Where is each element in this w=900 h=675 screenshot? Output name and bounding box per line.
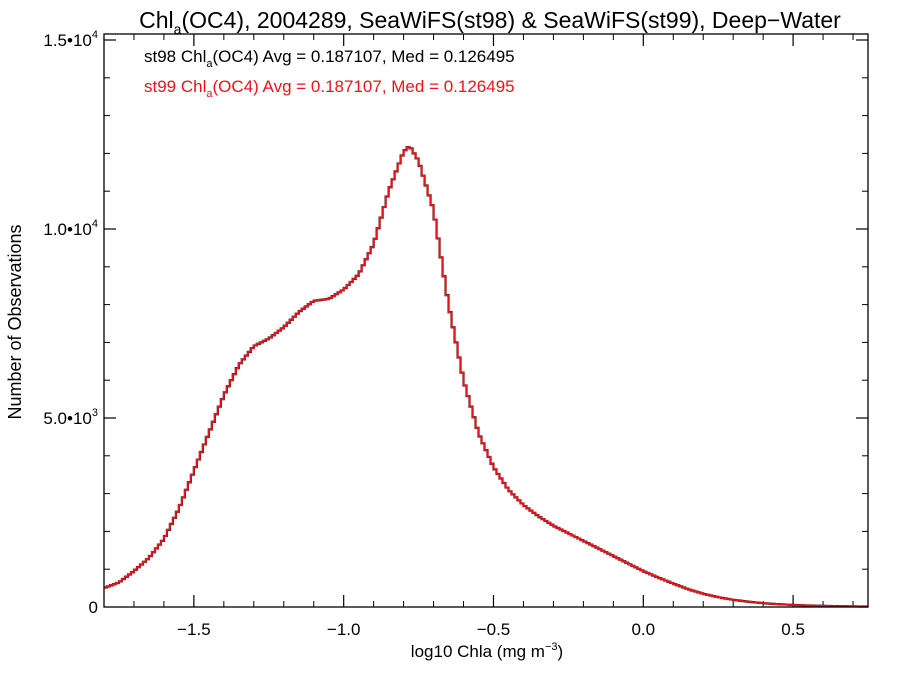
series-line-st99 [104, 146, 868, 608]
x-tick-label-0: −1.5 [177, 620, 211, 639]
plot-frame [103, 33, 869, 608]
x-axis-label-close: ) [558, 642, 564, 661]
annotation-st99-post: (OC4) Avg = 0.187107, Med = 0.126495 [213, 77, 515, 96]
annotation-st99-pre: st99 Chl [144, 77, 206, 96]
series-line-st98 [104, 146, 868, 608]
chart-title-prefix: Chl [139, 7, 174, 33]
annotation-st98-pre: st98 Chl [144, 47, 206, 66]
x-axis-label-sup: −3 [545, 641, 558, 653]
x-tick-label-2: −0.5 [477, 620, 511, 639]
axis-ticks: −1.5 −1.0 −0.5 0.0 0.5 0 5.0•103 1.0•104 1.5•104 [43, 29, 868, 639]
x-tick-label-3: 0.0 [631, 620, 655, 639]
series-layer [104, 146, 868, 608]
y-axis-label: Number of Observations [5, 224, 25, 419]
annotation-st98: st98 Chla(OC4) Avg = 0.187107, Med = 0.1… [144, 47, 515, 70]
x-axis-label-main: log10 Chla (mg m [411, 642, 545, 661]
x-tick-label-1: −1.0 [327, 620, 361, 639]
chart-title: Chla(OC4), 2004289, SeaWiFS(st98) & SeaW… [139, 7, 841, 37]
y-tick-label-0: 0 [89, 598, 98, 617]
y-tick-label-2: 1.0•104 [43, 218, 98, 239]
chart-title-subscript: a [174, 21, 182, 37]
annotation-st99: st99 Chla(OC4) Avg = 0.187107, Med = 0.1… [144, 77, 515, 100]
annotation-st99-sub: a [206, 88, 213, 100]
chart-title-rest: (OC4), 2004289, SeaWiFS(st98) & SeaWiFS(… [181, 7, 841, 33]
annotation-st98-post: (OC4) Avg = 0.187107, Med = 0.126495 [213, 47, 515, 66]
y-tick-label-1: 5.0•103 [43, 407, 98, 428]
y-tick-label-3: 1.5•104 [43, 29, 98, 50]
annotation-st98-sub: a [206, 58, 213, 70]
x-axis-label: log10 Chla (mg m−3) [411, 641, 563, 661]
x-tick-label-4: 0.5 [781, 620, 805, 639]
